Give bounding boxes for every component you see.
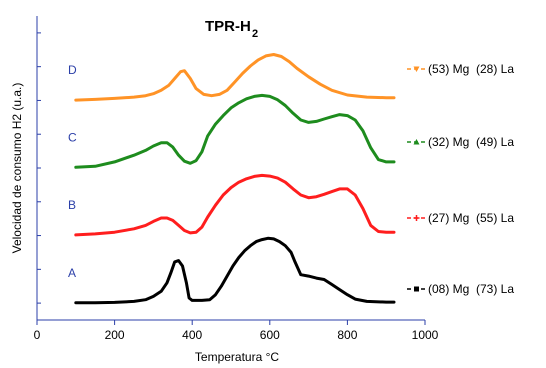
- axes: [36, 16, 425, 321]
- series-line: [74, 93, 396, 169]
- x-tick-label: 200: [105, 328, 125, 342]
- legend-label: (53) Mg (28) La: [428, 62, 514, 76]
- legend-entry: (27) Mg (55) La: [407, 211, 514, 225]
- series-B: B: [68, 173, 396, 237]
- curve-letter-label: D: [68, 63, 77, 77]
- curve-letter-label: A: [68, 266, 76, 280]
- legend-marker: [413, 215, 420, 221]
- series-A: A: [68, 236, 396, 305]
- curve-letter-label: C: [68, 130, 77, 144]
- legend: (08) Mg (73) La (27) Mg (55) La (32) Mg (4…: [407, 62, 514, 296]
- x-ticks: 0 200 400 600 800 1000: [34, 320, 439, 342]
- series-layer: A B C D: [68, 53, 396, 305]
- x-axis-label: Temperatura °C: [195, 350, 279, 364]
- x-tick-label: 800: [337, 328, 357, 342]
- legend-marker: [414, 286, 419, 292]
- series-D: D: [68, 53, 396, 102]
- legend-label: (08) Mg (73) La: [428, 282, 514, 296]
- curve-letter-label: B: [68, 198, 76, 212]
- legend-label: (32) Mg (49) La: [428, 135, 514, 149]
- x-tick-label: 0: [34, 328, 41, 342]
- legend-label: (27) Mg (55) La: [428, 211, 514, 225]
- y-axis-label: Velocidad de consumo H2 (u.a.): [10, 83, 24, 254]
- legend-entry: (53) Mg (28) La: [407, 62, 514, 76]
- series-line: [74, 173, 396, 237]
- series-C: C: [68, 93, 396, 169]
- y-ticks: [37, 32, 41, 304]
- chart-title: TPR-H: [205, 18, 251, 35]
- legend-marker: [413, 66, 420, 72]
- legend-entry: (08) Mg (73) La: [407, 282, 514, 296]
- x-tick-label: 600: [260, 328, 280, 342]
- legend-entry: (32) Mg (49) La: [407, 135, 514, 149]
- series-line: [74, 53, 396, 102]
- legend-marker: [413, 139, 420, 145]
- series-line: [74, 236, 396, 305]
- x-tick-label: 400: [182, 328, 202, 342]
- chart-title-subscript: 2: [252, 28, 258, 40]
- x-tick-label: 1000: [412, 328, 439, 342]
